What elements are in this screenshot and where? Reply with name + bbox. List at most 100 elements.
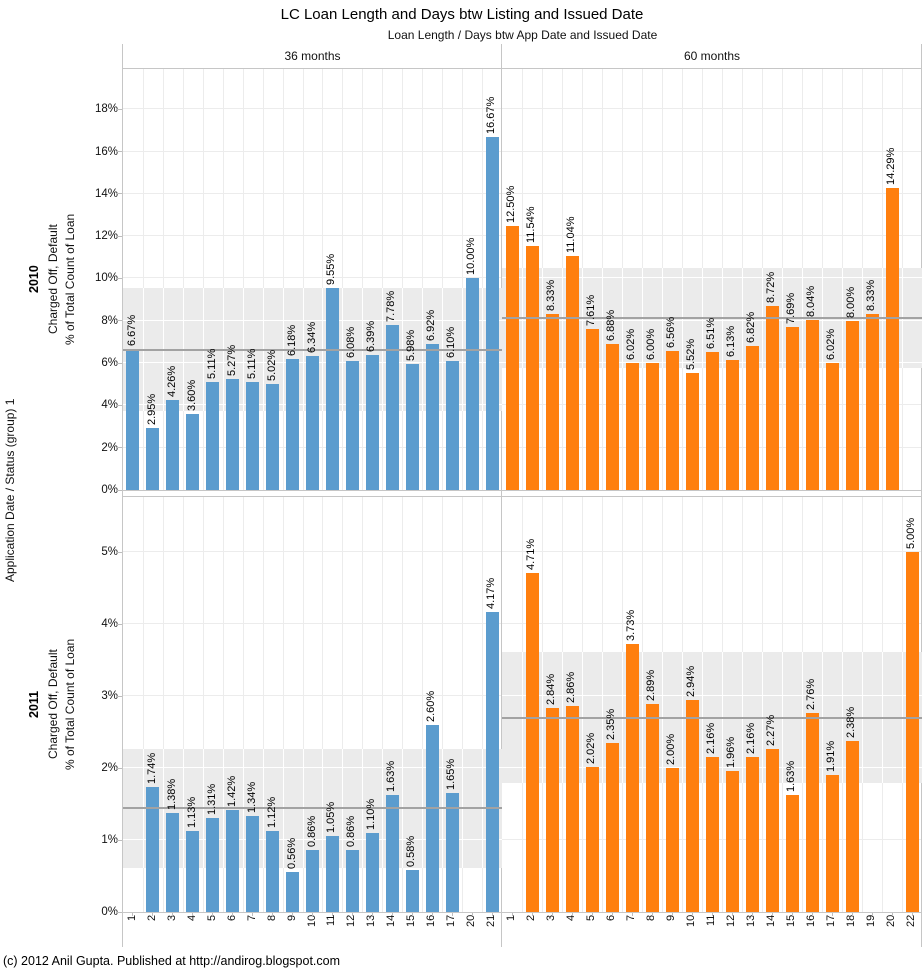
bar-60-months-cat-12[interactable] [725,360,739,490]
bar-60-months-cat-10[interactable] [685,700,699,912]
band-gridline [123,319,502,321]
bar-60-months-cat-2[interactable] [525,245,539,490]
bar-60-months-cat-19[interactable] [865,313,879,490]
bar-36-months-cat-10[interactable] [306,355,319,490]
bar-60-months-cat-22[interactable] [905,552,919,912]
bar-36-months-cat-17[interactable] [445,793,459,912]
bar-36-months-cat-20[interactable] [465,278,479,490]
axis-border [122,44,123,69]
bar-60-months-cat-10[interactable] [685,373,699,490]
bar-36-months-cat-8[interactable] [266,831,280,912]
bar-36-months-cat-15[interactable] [405,870,419,912]
gridline [502,623,922,625]
bar-60-months-cat-6[interactable] [605,344,619,490]
bar-60-months-cat-13[interactable] [745,756,759,912]
bar-36-months-cat-6[interactable] [226,809,240,912]
bar-60-months-cat-15[interactable] [785,794,799,912]
y-axis-tick-mark [117,839,122,841]
bar-60-months-cat-9[interactable] [665,768,679,912]
bar-60-months-cat-13[interactable] [745,345,759,490]
band-gridline [123,839,502,841]
bar-60-months-cat-11[interactable] [705,352,719,490]
gridline [402,69,404,490]
bar-36-months-cat-13[interactable] [365,354,379,490]
bar-36-months-cat-1[interactable] [126,348,140,490]
bar-60-months-cat-2[interactable] [525,573,539,912]
x-category-label: 14 [385,915,398,928]
bar-36-months-cat-11[interactable] [325,287,339,490]
bar-36-months-cat-2[interactable] [146,786,160,912]
bar-60-months-cat-1[interactable] [505,225,519,490]
bar-60-months-cat-5[interactable] [585,766,599,912]
bar-60-months-cat-7[interactable] [625,643,639,912]
x-axis-tick-mark [651,912,653,916]
x-axis-tick-mark [411,912,413,916]
bar-36-months-cat-21[interactable] [485,137,499,490]
bar-36-months-cat-7[interactable] [246,815,260,912]
x-category-label: 17 [825,915,837,928]
gridline [162,69,164,490]
bar-36-months-cat-9[interactable] [286,359,300,490]
bar-36-months-cat-16[interactable] [425,724,439,912]
bar-36-months-cat-5[interactable] [206,817,220,912]
bar-36-months-cat-11[interactable] [325,836,339,912]
x-category-label: 7 [625,915,637,922]
bar-36-months-cat-13[interactable] [365,832,379,912]
bar-36-months-cat-12[interactable] [345,850,359,912]
x-axis-tick-mark [391,912,393,916]
bar-36-months-cat-15[interactable] [405,363,419,490]
bar-60-months-cat-18[interactable] [845,320,859,490]
bar-60-months-cat-4[interactable] [565,706,579,912]
bar-36-months-cat-21[interactable] [485,611,499,912]
bar-36-months-cat-8[interactable] [266,383,280,490]
bar-36-months-cat-6[interactable] [226,378,240,490]
bar-36-months-cat-2[interactable] [146,427,160,490]
bar-36-months-cat-14[interactable] [385,325,399,490]
bar-60-months-cat-12[interactable] [725,770,739,912]
bar-value-label: 2.89% [645,669,657,701]
bar-60-months-cat-5[interactable] [585,329,599,490]
bar-60-months-cat-7[interactable] [625,362,639,490]
axis-border [122,69,123,947]
x-axis-tick-mark [451,912,453,916]
bar-60-months-cat-9[interactable] [665,351,679,490]
bar-60-months-cat-16[interactable] [805,319,819,490]
bar-60-months-cat-3[interactable] [545,707,559,912]
bar-36-months-cat-10[interactable] [306,850,319,912]
x-axis-tick-mark [671,912,673,916]
x-category-label: 2 [525,915,537,922]
bar-36-months-cat-3[interactable] [166,399,180,490]
bar-60-months-cat-8[interactable] [645,363,659,490]
bar-60-months-cat-3[interactable] [545,313,559,490]
bar-60-months-cat-15[interactable] [785,327,799,490]
bar-36-months-cat-4[interactable] [186,830,200,912]
x-axis-tick-mark [751,912,753,916]
bar-60-months-cat-17[interactable] [825,362,839,490]
bar-60-months-cat-14[interactable] [765,748,779,912]
bar-36-months-cat-14[interactable] [385,794,399,912]
bar-36-months-cat-17[interactable] [445,360,459,490]
bar-60-months-cat-16[interactable] [805,713,819,912]
bar-value-label: 4.26% [165,365,178,397]
bar-60-months-cat-6[interactable] [605,742,619,912]
bar-36-months-cat-7[interactable] [246,381,260,490]
bar-36-months-cat-16[interactable] [425,343,439,490]
bar-36-months-cat-12[interactable] [345,361,359,490]
gridline [362,69,364,490]
bar-60-months-cat-14[interactable] [765,305,779,490]
bar-36-months-cat-4[interactable] [186,413,200,490]
bar-value-label: 1.74% [145,752,158,784]
bar-60-months-cat-8[interactable] [645,704,659,912]
bar-36-months-cat-3[interactable] [166,812,180,912]
bar-36-months-cat-9[interactable] [286,871,300,912]
y-axis-tick-mark [117,447,122,449]
bar-60-months-cat-18[interactable] [845,740,859,912]
gridline [502,235,922,237]
bar-36-months-cat-5[interactable] [206,381,220,490]
bar-60-months-cat-20[interactable] [885,187,899,490]
bar-value-label: 12.50% [505,185,517,223]
x-category-label: 11 [705,915,717,927]
bar-60-months-cat-17[interactable] [825,774,839,912]
bar-60-months-cat-4[interactable] [565,256,579,490]
bar-60-months-cat-11[interactable] [705,756,719,912]
